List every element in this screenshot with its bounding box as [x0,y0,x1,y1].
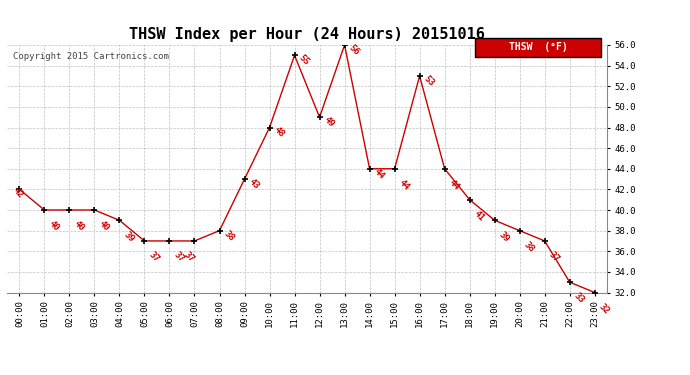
Text: 37: 37 [182,250,196,264]
Text: 41: 41 [472,209,486,223]
Text: 37: 37 [147,250,161,264]
Text: 49: 49 [322,115,336,129]
Text: 40: 40 [72,219,86,233]
Text: 53: 53 [422,74,436,88]
Text: 38: 38 [222,228,236,243]
Text: 44: 44 [447,178,461,192]
Text: 56: 56 [347,43,361,57]
FancyBboxPatch shape [475,38,601,57]
Text: 38: 38 [522,240,536,254]
Text: 39: 39 [122,230,136,243]
Text: Copyright 2015 Cartronics.com: Copyright 2015 Cartronics.com [13,53,169,62]
Text: 42: 42 [10,186,25,200]
Text: 40: 40 [97,219,111,233]
Text: 40: 40 [47,219,61,233]
Text: 43: 43 [247,177,261,191]
Text: 44: 44 [372,166,386,181]
Text: 32: 32 [598,302,611,316]
Text: 44: 44 [397,178,411,192]
Text: 37: 37 [172,250,186,264]
Title: THSW Index per Hour (24 Hours) 20151016: THSW Index per Hour (24 Hours) 20151016 [129,27,485,42]
Text: 33: 33 [572,291,586,305]
Text: 48: 48 [272,125,286,140]
Text: THSW  (°F): THSW (°F) [509,42,568,52]
Text: 55: 55 [297,53,311,67]
Text: 37: 37 [547,250,561,264]
Text: 39: 39 [497,230,511,243]
